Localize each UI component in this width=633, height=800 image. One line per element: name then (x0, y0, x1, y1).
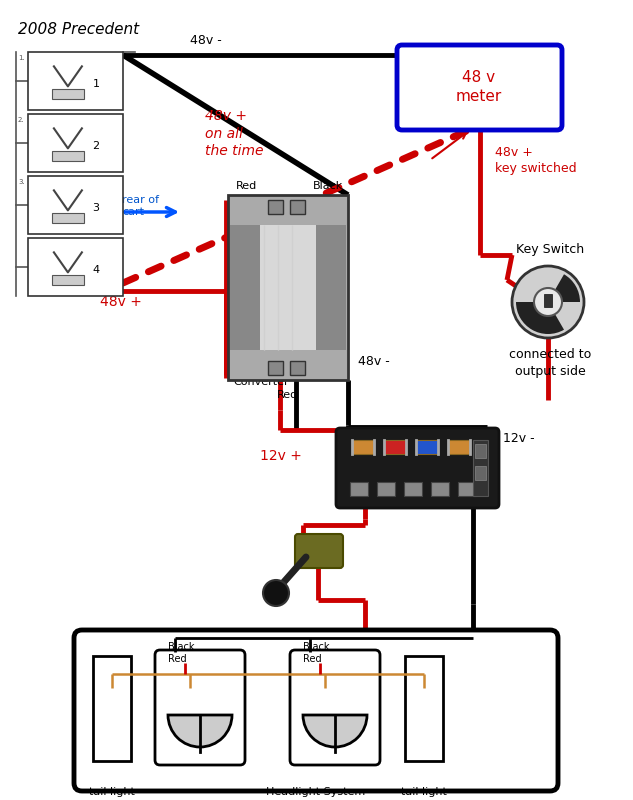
Text: 2: 2 (92, 141, 99, 151)
Bar (377, 482, 395, 496)
Wedge shape (516, 302, 564, 334)
Text: 12v +: 12v + (260, 449, 302, 463)
Bar (52, 90, 84, 99)
Bar (405, 656, 443, 761)
Text: Red: Red (168, 654, 187, 664)
Text: 48v +: 48v + (100, 295, 142, 309)
FancyBboxPatch shape (290, 650, 380, 765)
Text: connected to
output side: connected to output side (509, 348, 591, 378)
Bar (52, 214, 84, 223)
Text: Black: Black (168, 642, 194, 652)
Text: Black: Black (303, 642, 330, 652)
Bar (448, 440, 470, 454)
FancyBboxPatch shape (295, 534, 343, 568)
Text: 48v +
key switched: 48v + key switched (495, 146, 577, 175)
Text: 48v -: 48v - (190, 34, 222, 47)
Text: Headlight System: Headlight System (266, 787, 366, 797)
Text: Red: Red (303, 654, 322, 664)
Bar (384, 440, 406, 454)
Wedge shape (303, 715, 367, 747)
Text: 1.: 1. (18, 55, 25, 61)
Bar (475, 444, 486, 458)
FancyBboxPatch shape (74, 630, 558, 791)
Text: 1: 1 (92, 79, 99, 89)
Bar (473, 440, 488, 496)
Text: 3.: 3. (18, 179, 25, 185)
Bar (290, 200, 305, 214)
Bar (93, 656, 131, 761)
Bar (268, 361, 283, 375)
FancyBboxPatch shape (336, 428, 499, 508)
Text: tail light: tail light (401, 787, 447, 797)
Text: 48v -: 48v - (358, 355, 390, 368)
Bar (230, 225, 260, 350)
Bar (475, 466, 486, 480)
Text: 2.: 2. (18, 117, 25, 123)
Wedge shape (548, 274, 580, 302)
FancyBboxPatch shape (397, 45, 562, 130)
Bar (268, 200, 283, 214)
Bar (28, 176, 123, 234)
Text: rear of
cart: rear of cart (122, 195, 159, 218)
Text: Red: Red (236, 181, 257, 191)
Bar (28, 52, 123, 110)
Bar (544, 294, 552, 307)
Text: Converter: Converter (233, 377, 289, 387)
Wedge shape (168, 715, 232, 747)
Bar (28, 114, 123, 172)
Bar (228, 195, 348, 380)
Bar (290, 361, 305, 375)
Circle shape (263, 580, 289, 606)
Bar (416, 440, 438, 454)
Bar (404, 482, 422, 496)
Bar (350, 482, 368, 496)
Bar (458, 482, 476, 496)
Text: 48 v
meter: 48 v meter (456, 70, 502, 104)
Text: Black: Black (313, 181, 343, 191)
Text: 2008 Precedent: 2008 Precedent (18, 22, 139, 37)
Text: 48v +
on all
the time: 48v + on all the time (205, 110, 263, 158)
Text: 3: 3 (92, 203, 99, 213)
Text: tail light: tail light (89, 787, 135, 797)
Text: Red: Red (277, 390, 299, 400)
Bar (316, 225, 346, 350)
Text: 4: 4 (92, 265, 99, 275)
FancyBboxPatch shape (155, 650, 245, 765)
Bar (52, 151, 84, 162)
Bar (431, 482, 449, 496)
Circle shape (512, 266, 584, 338)
Text: 12v -: 12v - (503, 432, 535, 445)
Bar (252, 225, 324, 350)
Bar (352, 440, 374, 454)
Bar (28, 238, 123, 296)
Text: Key Switch: Key Switch (516, 243, 584, 256)
Bar (52, 275, 84, 286)
Circle shape (534, 288, 562, 316)
